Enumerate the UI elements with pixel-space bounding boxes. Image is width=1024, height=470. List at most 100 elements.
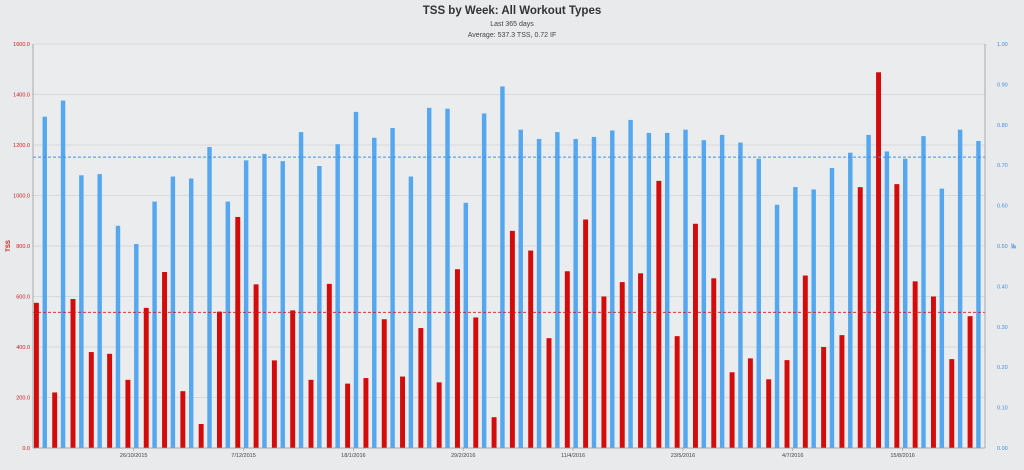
if-bar [500, 86, 505, 449]
if-bar [317, 166, 322, 448]
y-tick-label-left: 0.0 [22, 446, 30, 452]
x-tick-label: 26/10/2015 [120, 453, 148, 459]
if-bar [738, 142, 743, 449]
if-bar [207, 147, 212, 448]
y-axis-title-left: TSS [6, 240, 12, 252]
tss-bar [930, 296, 936, 448]
if-bar [829, 168, 835, 448]
if-bar [628, 119, 633, 449]
y-tick-label-left: 1000.0 [13, 194, 30, 200]
y-tick-label-left: 400.0 [16, 345, 30, 351]
if-bar [884, 151, 890, 449]
tss-bar [143, 307, 149, 448]
y-tick-label-right: 0.80 [997, 123, 1008, 129]
if-bar [921, 136, 926, 448]
if-bar [518, 129, 523, 448]
if-bar [536, 138, 542, 448]
x-tick-label: 7/12/2015 [231, 453, 255, 459]
tss-bar [436, 382, 442, 448]
tss-bar [894, 184, 900, 448]
if-bar [811, 189, 816, 448]
tss-bar [509, 230, 515, 448]
if-bar [115, 225, 121, 448]
tss-bar [253, 284, 259, 448]
x-tick-label: 4/7/2016 [782, 453, 803, 459]
if-bar [390, 128, 395, 449]
if-bar [445, 108, 450, 448]
tss-bar [290, 310, 296, 448]
y-tick-label-left: 1200.0 [13, 143, 30, 149]
tss-bar [107, 353, 113, 448]
if-bar [280, 161, 285, 448]
if-bar [646, 132, 652, 448]
if-bar [939, 188, 945, 448]
tss-bar [802, 275, 808, 448]
if-bar [97, 174, 102, 448]
x-tick-label: 29/2/2016 [451, 453, 475, 459]
y-tick-label-left: 800.0 [16, 244, 30, 250]
tss-bar [821, 347, 827, 448]
tss-bar [949, 359, 955, 448]
if-bar [170, 176, 176, 448]
tss-bar [308, 379, 314, 448]
if-bar [957, 129, 963, 448]
if-bar [848, 152, 853, 448]
tss-bar [33, 302, 39, 448]
tss-bar [162, 272, 168, 448]
if-bar [188, 178, 194, 449]
if-bar [866, 134, 871, 448]
y-tick-label-right: 0.20 [997, 365, 1008, 371]
tss-bar [52, 392, 58, 448]
if-bar [372, 137, 377, 448]
tss-bar [857, 187, 863, 449]
tss-bar [839, 335, 845, 448]
tss-bar [692, 223, 698, 448]
if-bar [793, 187, 798, 449]
if-bar [976, 140, 981, 448]
tss-bar [491, 417, 497, 448]
tss-bar [766, 379, 772, 448]
tss-bar [729, 372, 735, 448]
tss-bar [711, 278, 717, 448]
tss-bar [326, 283, 332, 448]
tss-bar [619, 282, 625, 448]
tss-bar [271, 360, 277, 448]
tss-bar [473, 317, 479, 448]
tss-bar [638, 273, 644, 448]
if-bar [335, 144, 340, 448]
tss-bar [454, 269, 460, 448]
y-tick-label-right: 0.50 [997, 244, 1008, 250]
y-tick-label-right: 0.70 [997, 163, 1008, 169]
tss-bar [601, 296, 607, 448]
tss-bar [747, 358, 753, 448]
tss-bar [345, 383, 351, 448]
if-bar [902, 158, 908, 448]
if-bar [262, 153, 267, 448]
if-bar [463, 202, 469, 448]
tss-bar [400, 376, 406, 448]
tss-bar [381, 319, 387, 448]
y-tick-label-right: 0.60 [997, 204, 1008, 210]
x-tick-label: 11/4/2016 [561, 453, 585, 459]
y-tick-label-right: 0.10 [997, 406, 1008, 412]
if-bar [481, 113, 487, 448]
tss-bar [125, 379, 131, 448]
y-tick-label-right: 0.90 [997, 82, 1008, 88]
y-tick-label-right: 0.00 [997, 446, 1008, 452]
if-bar [756, 158, 761, 448]
tss-bar [216, 311, 222, 448]
tss-bar [583, 219, 589, 448]
tss-bar [656, 180, 662, 449]
x-tick-label: 15/8/2016 [890, 453, 914, 459]
if-bar [610, 130, 615, 448]
y-tick-label-left: 1400.0 [13, 93, 30, 99]
chart-summary: Average: 537.3 TSS, 0.72 IF [467, 32, 557, 39]
if-bar [555, 132, 560, 448]
if-bar [664, 132, 670, 448]
if-bar [719, 134, 725, 448]
y-tick-label-right: 1.00 [997, 42, 1008, 48]
if-bar [60, 100, 66, 448]
tss-bar [88, 352, 94, 448]
if-bar [683, 129, 688, 448]
